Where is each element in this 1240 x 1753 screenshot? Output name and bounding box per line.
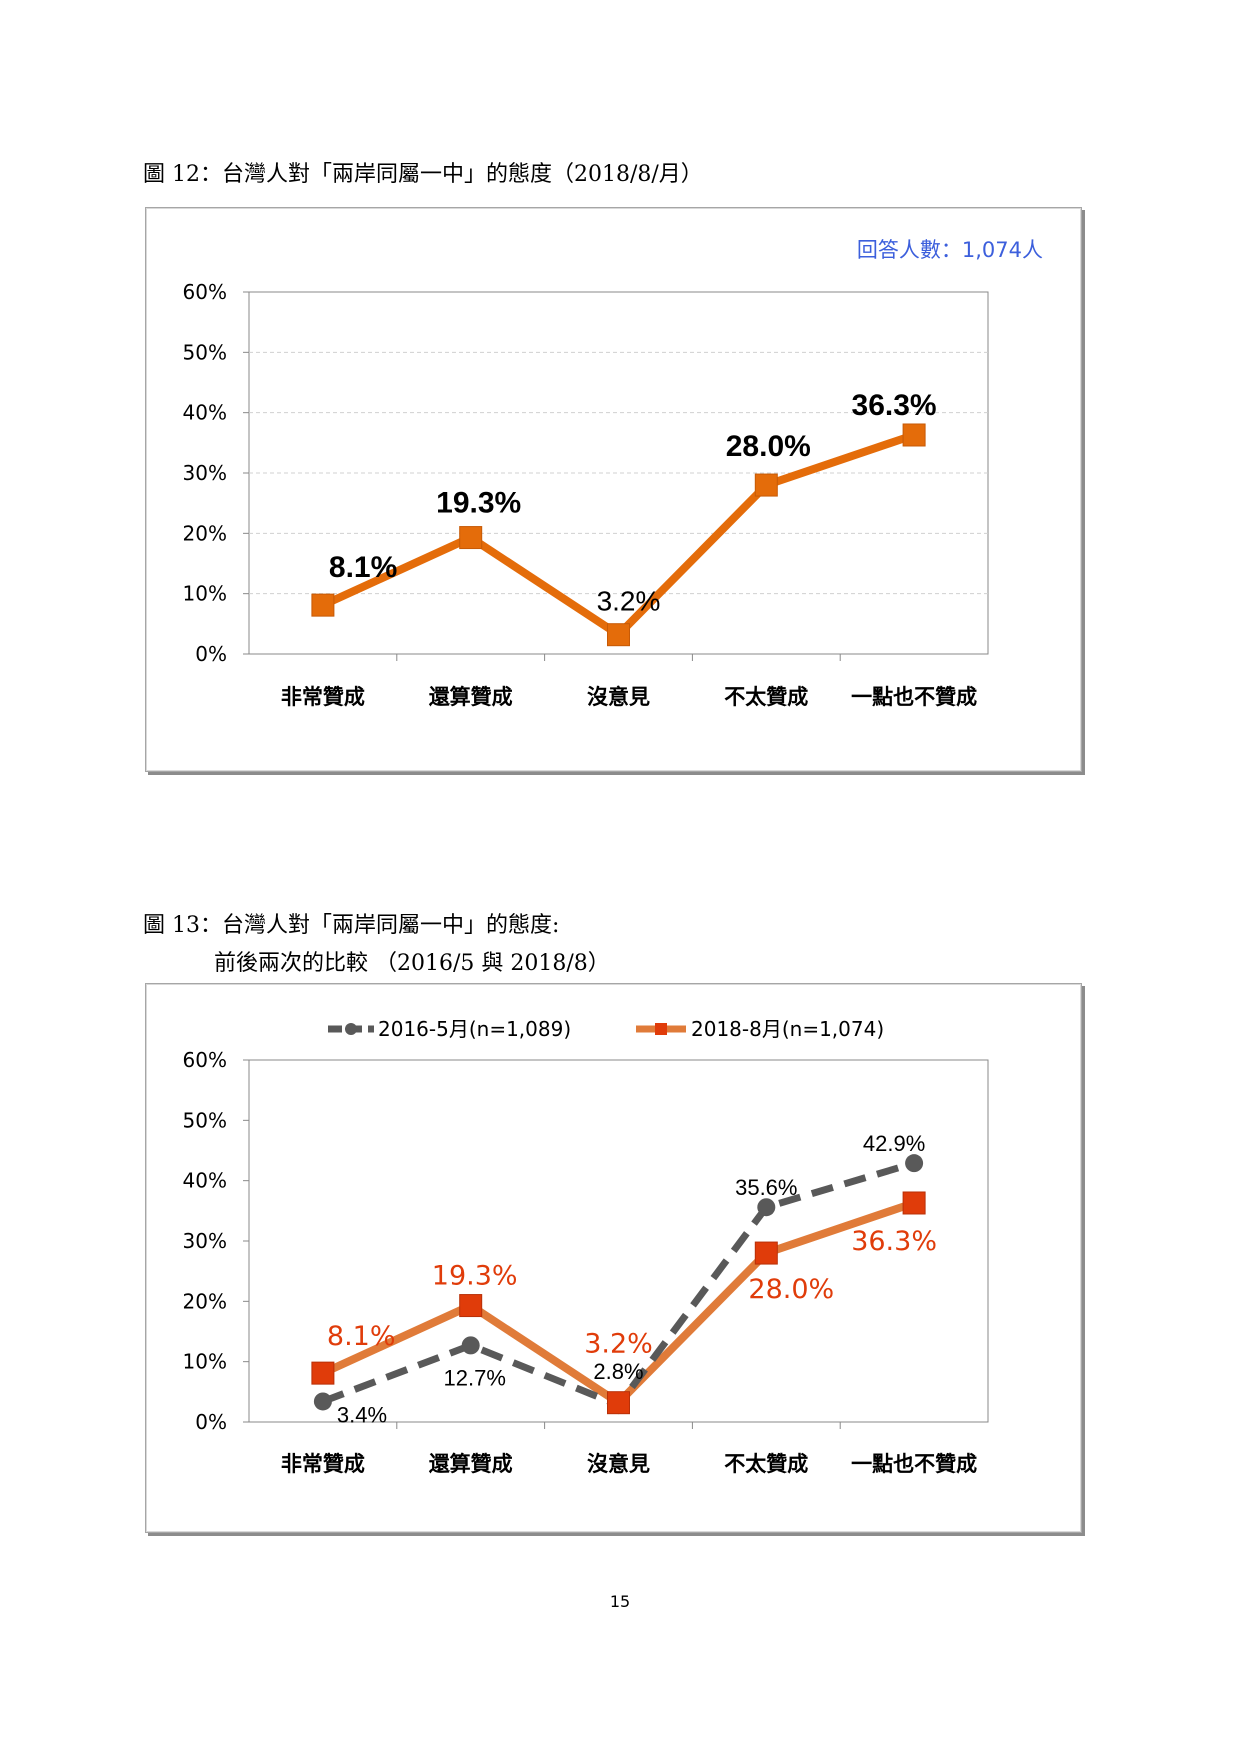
- data-point-marker-2016: [757, 1198, 776, 1217]
- figure-12-caption: 圖 12：台灣人對「兩岸同屬一中」的態度（2018/8/月）: [143, 162, 703, 187]
- figure-13-caption: 圖 13：台灣人對「兩岸同屬一中」的態度:: [143, 913, 560, 938]
- data-point-marker: [754, 473, 778, 497]
- legend-label-2016: 2016-5月(n=1,089): [378, 1017, 571, 1041]
- data-point-marker-2018: [754, 1241, 778, 1265]
- x-category-label: 非常贊成: [281, 1452, 365, 1476]
- page-number: 15: [609, 1592, 631, 1611]
- data-label-2018: 28.0%: [748, 1274, 834, 1305]
- respondent-count: 回答人數：1,074人: [856, 238, 1043, 262]
- data-label: 19.3%: [436, 487, 521, 520]
- data-label-2018: 36.3%: [851, 1226, 937, 1257]
- data-label: 8.1%: [329, 551, 397, 584]
- data-label: 28.0%: [726, 430, 811, 463]
- y-tick-label: 10%: [183, 1350, 227, 1374]
- x-category-label: 不太贊成: [724, 1452, 808, 1476]
- y-tick-label: 50%: [183, 1108, 227, 1132]
- data-point-marker-2018: [459, 1294, 483, 1318]
- data-point-marker-2016: [905, 1154, 924, 1173]
- y-tick-label: 60%: [183, 1048, 227, 1072]
- data-label-2018: 8.1%: [327, 1321, 396, 1352]
- x-category-label: 沒意見: [587, 1452, 650, 1476]
- x-category-label: 沒意見: [587, 685, 650, 709]
- legend-label-2018: 2018-8月(n=1,074): [691, 1017, 884, 1041]
- y-tick-label: 30%: [183, 1229, 227, 1253]
- data-point-marker-2018: [607, 1391, 630, 1415]
- data-point-marker: [902, 423, 926, 447]
- y-tick-label: 10%: [183, 582, 227, 606]
- legend-marker-2018: [655, 1023, 667, 1035]
- y-tick-label: 20%: [183, 521, 227, 545]
- x-category-label: 還算贊成: [429, 1452, 513, 1476]
- data-point-marker: [311, 593, 335, 617]
- data-label-2018: 3.2%: [584, 1329, 653, 1360]
- x-category-label: 非常贊成: [281, 685, 365, 709]
- data-label-2016: 2.8%: [593, 1359, 643, 1384]
- data-label-2016: 3.4%: [337, 1402, 387, 1427]
- x-category-label: 不太贊成: [724, 685, 808, 709]
- data-label-2016: 35.6%: [735, 1175, 797, 1200]
- data-point-marker: [459, 526, 483, 550]
- data-label-2016: 12.7%: [444, 1365, 506, 1390]
- y-tick-label: 0%: [195, 1410, 227, 1434]
- figure-13-caption-line2: 前後兩次的比較 （2016/5 與 2018/8）: [214, 951, 610, 976]
- figure-12-chart: 回答人數：1,074人 0% 10% 20% 30% 40% 50% 60% 非常贊成 還算贊成…: [145, 207, 1082, 772]
- y-tick-label: 50%: [183, 340, 227, 364]
- y-tick-label: 30%: [183, 461, 227, 485]
- x-category-label: 一點也不贊成: [851, 1452, 977, 1476]
- data-point-marker-2016: [461, 1336, 480, 1355]
- y-tick-label: 60%: [183, 280, 227, 304]
- data-label-2016: 42.9%: [863, 1131, 925, 1156]
- y-tick-label: 40%: [183, 401, 227, 425]
- data-label-2018: 19.3%: [432, 1261, 518, 1292]
- data-label: 36.3%: [852, 389, 937, 422]
- data-label: 3.2%: [597, 586, 661, 617]
- data-point-marker-2018: [311, 1361, 335, 1385]
- y-tick-label: 20%: [183, 1289, 227, 1313]
- data-point-marker-2018: [902, 1191, 926, 1215]
- y-tick-label: 0%: [195, 642, 227, 666]
- legend-marker-2016: [345, 1023, 357, 1035]
- x-category-label: 一點也不贊成: [851, 685, 977, 709]
- y-tick-label: 40%: [183, 1169, 227, 1193]
- data-point-marker: [607, 623, 630, 647]
- line-chart-13: 0% 10% 20% 30% 40% 50% 60% 非常贊成 還算贊成 沒意見 不太贊成 一點也不贊…: [183, 1017, 989, 1476]
- line-chart-12: 0% 10% 20% 30% 40% 50% 60% 非常贊成 還算贊成 沒意見 不太贊成 一點也不贊…: [183, 280, 989, 709]
- figure-13-chart: 0% 10% 20% 30% 40% 50% 60% 非常贊成 還算贊成 沒意見 不太贊成 一點也不贊…: [145, 983, 1082, 1533]
- x-category-label: 還算贊成: [429, 685, 513, 709]
- data-point-marker-2016: [313, 1392, 332, 1411]
